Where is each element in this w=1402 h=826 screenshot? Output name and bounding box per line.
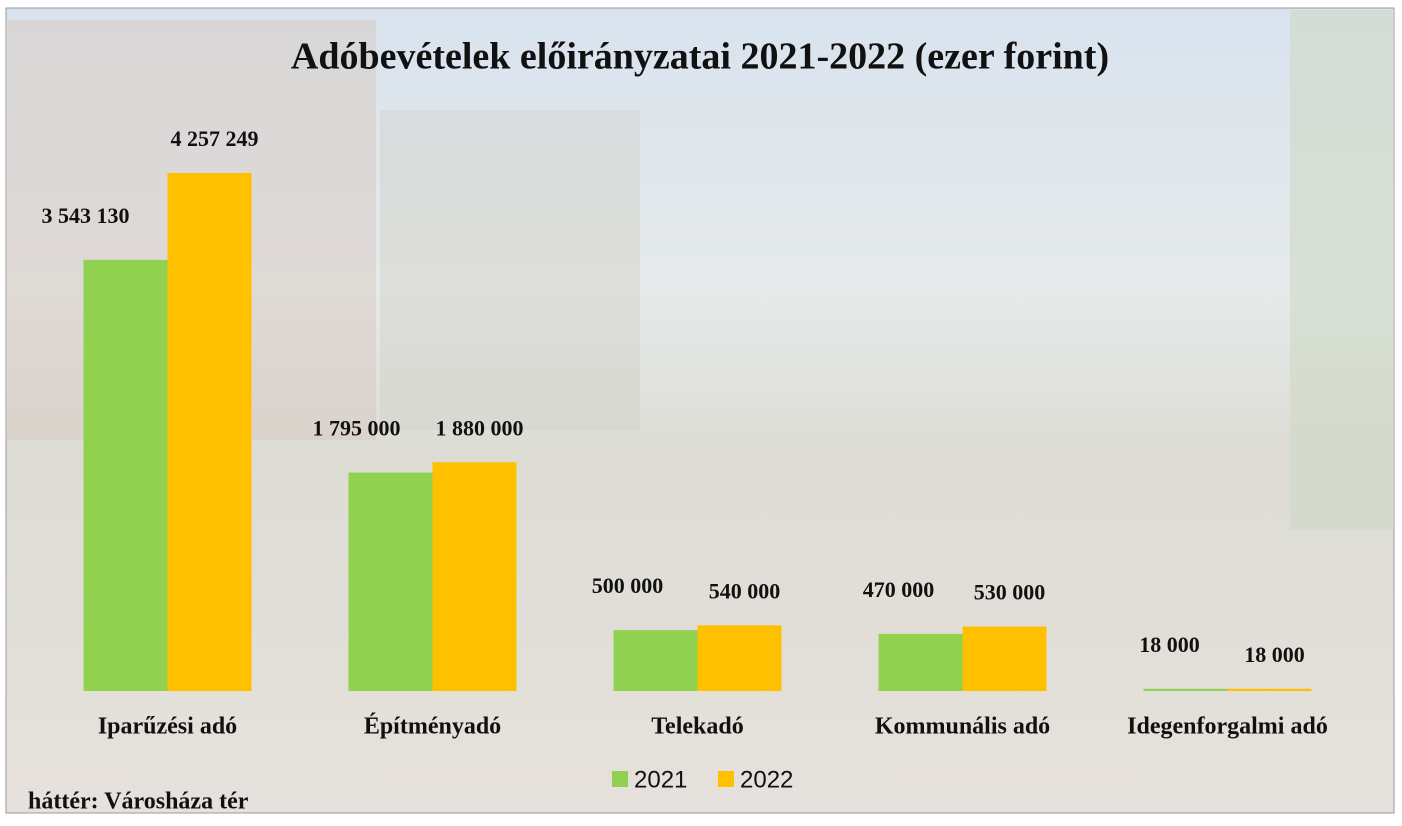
value-label: 540 000 <box>709 578 781 603</box>
legend-label: 2021 <box>634 766 687 793</box>
value-label: 3 543 130 <box>42 203 130 228</box>
legend-label: 2022 <box>740 766 793 793</box>
chart-title: Adóbevételek előirányzatai 2021-2022 (ez… <box>291 36 1109 78</box>
bar <box>348 472 433 691</box>
note: háttér: Városháza tér <box>28 789 249 815</box>
bar <box>613 630 698 691</box>
legend-swatch <box>718 771 734 787</box>
bar <box>1227 688 1312 691</box>
bar <box>432 462 517 691</box>
x-tick-label: Idegenforgalmi adó <box>1127 714 1328 740</box>
trees <box>1290 10 1394 530</box>
bar <box>962 626 1047 691</box>
value-label: 530 000 <box>974 580 1046 605</box>
x-tick-label: Telekadó <box>651 714 743 740</box>
value-label: 1 795 000 <box>313 416 401 441</box>
x-tick-label: Építményadó <box>364 714 501 740</box>
x-tick-label: Iparűzési adó <box>98 714 237 740</box>
value-label: 1 880 000 <box>436 415 524 440</box>
bar <box>697 625 782 691</box>
value-label: 18 000 <box>1244 642 1305 667</box>
value-label: 470 000 <box>863 577 935 602</box>
value-label: 4 257 249 <box>171 126 259 151</box>
bar <box>83 259 168 691</box>
bar <box>1143 688 1228 691</box>
building <box>380 110 640 430</box>
value-label: 500 000 <box>592 573 664 598</box>
legend-swatch <box>612 771 628 787</box>
bar <box>878 633 963 691</box>
bar <box>167 173 252 691</box>
x-tick-label: Kommunális adó <box>875 714 1050 740</box>
value-label: 18 000 <box>1139 632 1200 657</box>
